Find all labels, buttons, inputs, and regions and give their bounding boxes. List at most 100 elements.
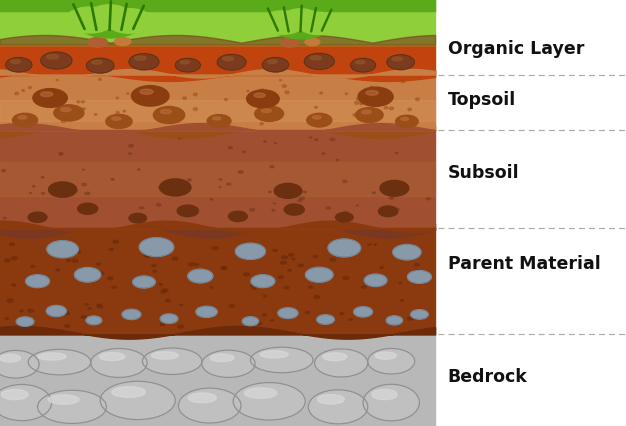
Ellipse shape — [111, 178, 114, 180]
Ellipse shape — [210, 199, 213, 200]
Ellipse shape — [380, 180, 409, 196]
Ellipse shape — [91, 60, 102, 64]
Ellipse shape — [414, 270, 419, 272]
Ellipse shape — [314, 296, 320, 299]
Ellipse shape — [250, 208, 255, 211]
Ellipse shape — [46, 305, 66, 317]
Ellipse shape — [244, 273, 250, 276]
Ellipse shape — [170, 109, 173, 111]
Ellipse shape — [46, 55, 59, 59]
Ellipse shape — [326, 207, 331, 209]
Ellipse shape — [110, 248, 113, 250]
Ellipse shape — [244, 388, 277, 398]
Ellipse shape — [19, 310, 23, 312]
Ellipse shape — [274, 143, 277, 144]
Ellipse shape — [374, 244, 377, 245]
Ellipse shape — [160, 179, 191, 196]
Ellipse shape — [78, 203, 98, 214]
Ellipse shape — [366, 100, 370, 102]
Ellipse shape — [135, 56, 146, 60]
Text: Bedrock: Bedrock — [448, 368, 527, 386]
Ellipse shape — [3, 217, 6, 219]
Ellipse shape — [66, 260, 70, 262]
Ellipse shape — [426, 198, 430, 200]
Ellipse shape — [82, 108, 85, 110]
Ellipse shape — [178, 138, 181, 139]
Ellipse shape — [97, 305, 103, 308]
Ellipse shape — [262, 314, 267, 316]
Ellipse shape — [312, 116, 321, 119]
Ellipse shape — [366, 90, 378, 95]
Ellipse shape — [235, 243, 265, 259]
Ellipse shape — [97, 304, 101, 306]
Ellipse shape — [262, 58, 289, 72]
Ellipse shape — [5, 259, 10, 262]
Ellipse shape — [0, 350, 39, 378]
Ellipse shape — [76, 6, 142, 38]
Ellipse shape — [368, 244, 371, 245]
Ellipse shape — [308, 390, 368, 424]
Ellipse shape — [401, 118, 409, 121]
Ellipse shape — [272, 210, 275, 211]
Ellipse shape — [254, 93, 265, 98]
Ellipse shape — [305, 268, 333, 282]
Ellipse shape — [162, 252, 168, 256]
Ellipse shape — [26, 275, 49, 288]
Ellipse shape — [354, 101, 359, 104]
Ellipse shape — [153, 106, 185, 124]
Ellipse shape — [330, 138, 335, 141]
Ellipse shape — [212, 247, 218, 250]
Ellipse shape — [343, 276, 349, 279]
Ellipse shape — [63, 118, 65, 120]
Ellipse shape — [160, 314, 178, 323]
Ellipse shape — [88, 5, 131, 28]
Ellipse shape — [307, 113, 332, 127]
Ellipse shape — [33, 186, 35, 187]
Ellipse shape — [175, 58, 200, 72]
Ellipse shape — [298, 264, 304, 267]
Ellipse shape — [273, 249, 277, 251]
Ellipse shape — [41, 176, 44, 178]
Ellipse shape — [5, 318, 9, 320]
Ellipse shape — [188, 393, 217, 403]
Ellipse shape — [28, 309, 34, 312]
Text: Subsoil: Subsoil — [448, 164, 519, 181]
Ellipse shape — [396, 115, 418, 128]
Ellipse shape — [100, 353, 125, 361]
Ellipse shape — [61, 120, 66, 123]
Ellipse shape — [305, 38, 320, 46]
Ellipse shape — [323, 353, 347, 361]
Ellipse shape — [160, 323, 165, 325]
Bar — [0, 334, 435, 426]
Ellipse shape — [408, 108, 411, 111]
Ellipse shape — [322, 153, 325, 154]
Ellipse shape — [180, 60, 190, 64]
Ellipse shape — [59, 153, 63, 155]
Ellipse shape — [328, 239, 361, 257]
Ellipse shape — [127, 93, 129, 94]
Ellipse shape — [116, 112, 120, 114]
Ellipse shape — [392, 57, 403, 61]
Ellipse shape — [18, 324, 21, 326]
Ellipse shape — [317, 315, 334, 324]
Bar — [0, 228, 435, 334]
Ellipse shape — [223, 57, 233, 61]
Ellipse shape — [260, 11, 305, 35]
Ellipse shape — [193, 108, 198, 110]
Ellipse shape — [372, 192, 376, 194]
Ellipse shape — [354, 307, 372, 317]
Ellipse shape — [378, 206, 398, 216]
Ellipse shape — [207, 115, 231, 127]
Ellipse shape — [242, 151, 245, 153]
Ellipse shape — [297, 12, 339, 35]
Ellipse shape — [85, 192, 90, 195]
Ellipse shape — [320, 92, 322, 94]
Ellipse shape — [175, 111, 177, 113]
Ellipse shape — [278, 276, 284, 279]
Ellipse shape — [98, 272, 104, 275]
Ellipse shape — [416, 98, 419, 101]
Ellipse shape — [210, 287, 213, 288]
Ellipse shape — [399, 282, 402, 284]
Ellipse shape — [64, 325, 70, 327]
Ellipse shape — [330, 258, 336, 261]
